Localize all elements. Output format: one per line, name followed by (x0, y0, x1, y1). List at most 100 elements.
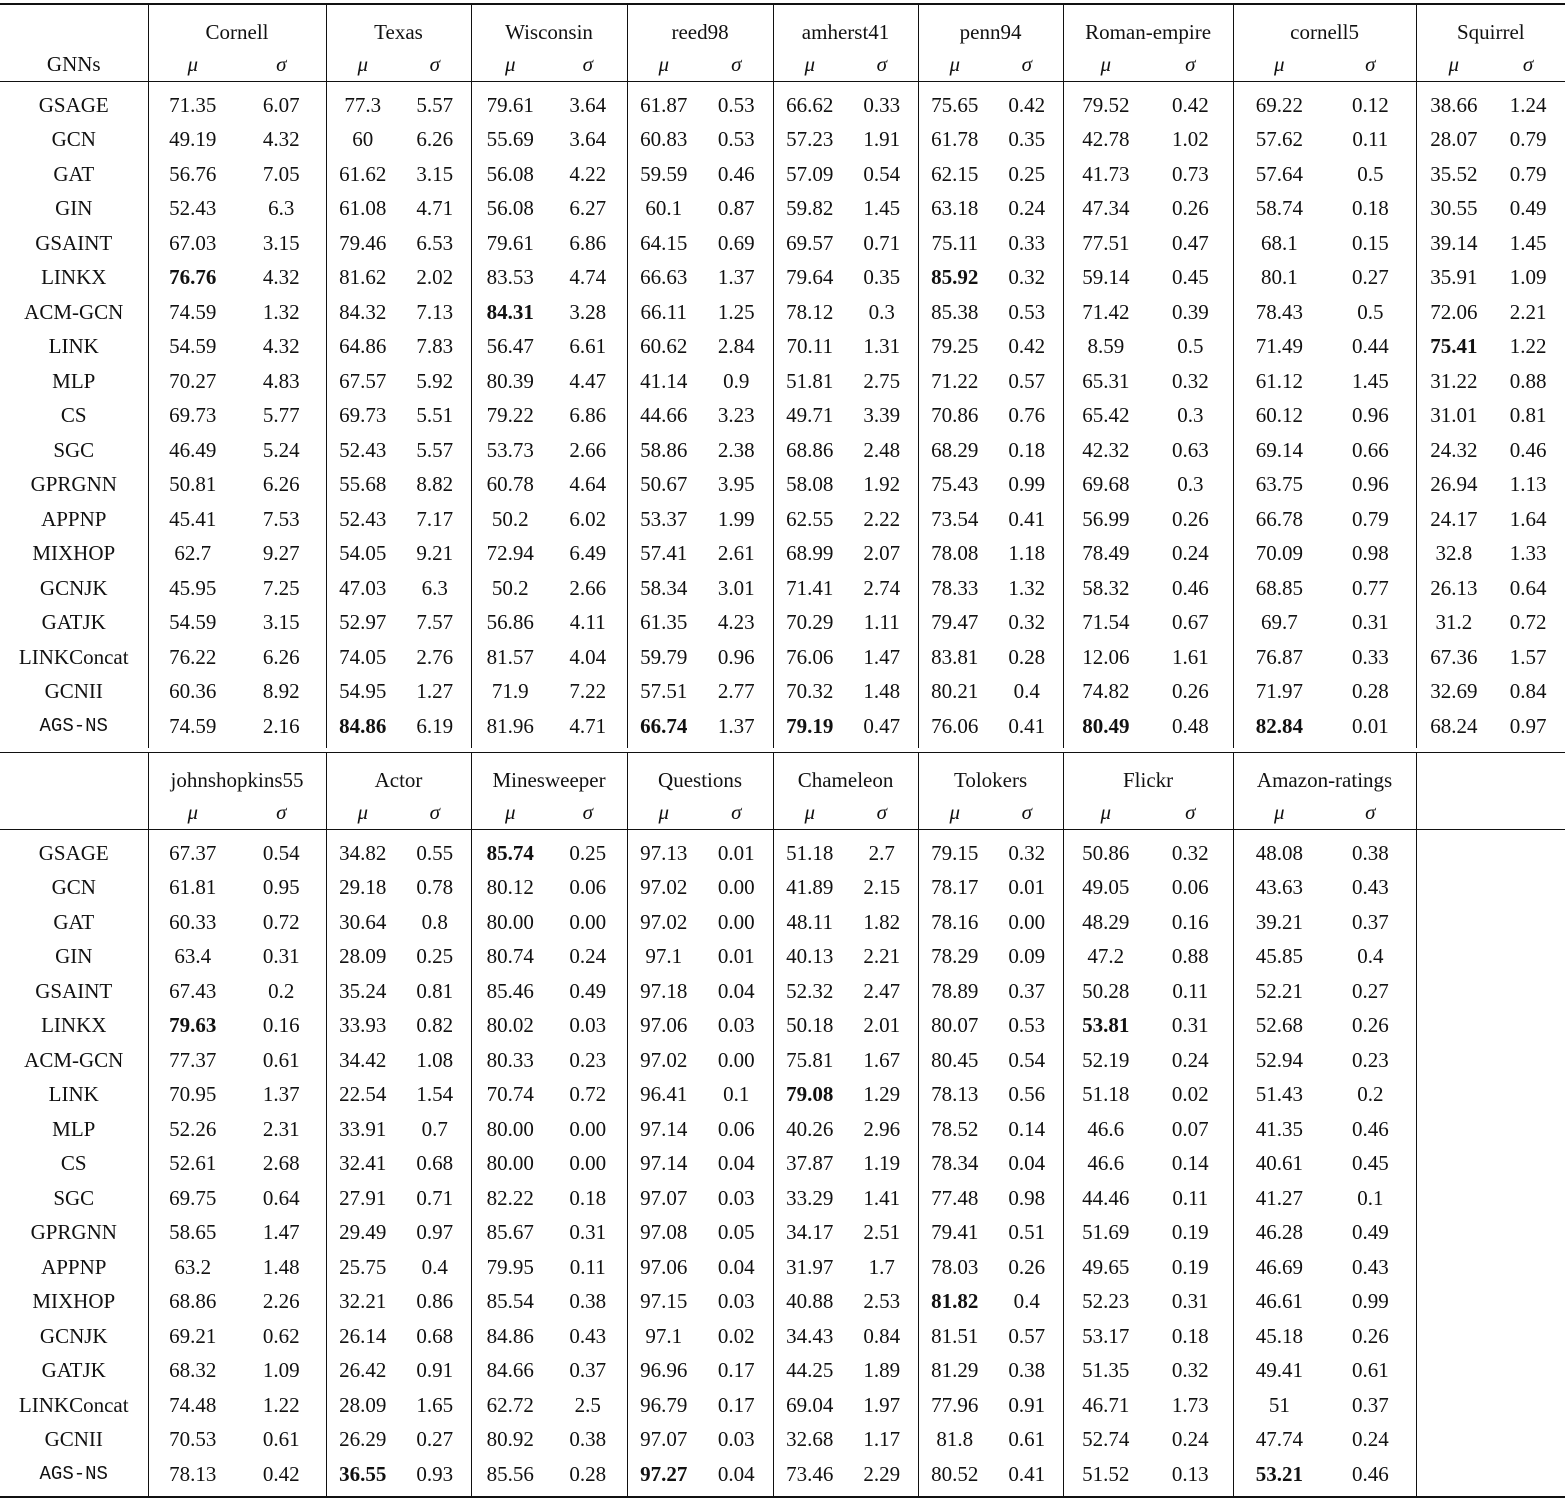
mu-value: 63.75 (1232, 467, 1326, 502)
sigma-value: 0.86 (416, 1289, 454, 1314)
mu-value: 78.34 (917, 1146, 992, 1181)
table-row: GATJK 54.59 3.15 52.97 7.57 56.86 4.11 61.35 4.2… (0, 605, 1565, 640)
sigma-value: 9.27 (262, 541, 300, 566)
mu-value: 32.41 (325, 1146, 400, 1181)
sigma-value: 0.46 (1351, 1116, 1389, 1141)
sigma-value: 2.66 (569, 437, 607, 462)
mu-header: μ (147, 47, 237, 82)
table-row: GCNJK 45.95 7.25 47.03 6.3 50.2 2.66 58.34 3.01 7… (0, 571, 1565, 606)
mu-value: 45.41 (147, 502, 237, 537)
mu-value: 80.02 (470, 1008, 550, 1043)
dataset-header: Texas (325, 4, 471, 47)
table-row: AGS-NS 74.59 2.16 84.86 6.19 81.96 4.71 66.74 1.… (0, 709, 1565, 748)
mu-value: 68.85 (1232, 571, 1326, 606)
mu-value: 79.25 (917, 329, 992, 364)
sigma-value: 9.21 (416, 541, 454, 566)
sigma-value: 5.57 (416, 437, 454, 462)
sigma-value: 0.18 (569, 1185, 607, 1210)
model-name: GSAGE (38, 92, 109, 117)
sigma-value: 2.31 (262, 1116, 300, 1141)
sigma-header: σ (1021, 799, 1032, 824)
sigma-value: 2.01 (863, 1013, 901, 1038)
sigma-value: 0.00 (569, 909, 607, 934)
mu-value: 35.91 (1415, 260, 1492, 295)
mu-value: 97.18 (626, 974, 701, 1009)
mu-value: 69.04 (772, 1388, 847, 1423)
mu-value: 81.57 (470, 640, 549, 675)
sigma-value: 0.11 (569, 1254, 606, 1279)
sigma-value: 0.28 (1351, 679, 1389, 704)
sigma-value: 0.35 (863, 265, 901, 290)
model-name: AGS-NS (39, 1463, 108, 1486)
mu-value: 40.88 (772, 1284, 847, 1319)
table-row: APPNP 45.41 7.53 52.43 7.17 50.2 6.02 53.37 1.99… (0, 502, 1565, 537)
mu-value: 61.12 (1232, 364, 1326, 399)
model-name: ACM-GCN (24, 1047, 124, 1072)
sigma-value: 0.7 (421, 1116, 448, 1141)
sigma-value: 0.42 (1008, 92, 1046, 117)
mu-value: 80.92 (470, 1422, 550, 1457)
sigma-value: 0.63 (1171, 437, 1209, 462)
sigma-value: 1.48 (262, 1254, 300, 1279)
sigma-value: 0.96 (1351, 403, 1389, 428)
sigma-value: 5.24 (262, 437, 300, 462)
mu-value: 75.43 (917, 467, 992, 502)
sigma-value: 0.4 (1013, 679, 1040, 704)
mu-header: μ (1232, 795, 1326, 830)
mu-value: 79.19 (772, 709, 847, 748)
empty-cell (1491, 1354, 1565, 1389)
sigma-value: 0.19 (1171, 1254, 1209, 1279)
sigma-value: 0.4 (1013, 1289, 1040, 1314)
dataset-header: penn94 (917, 4, 1064, 47)
sigma-value: 0.26 (1171, 679, 1209, 704)
sigma-value: 2.61 (717, 541, 755, 566)
sigma-value: 0.53 (1008, 299, 1046, 324)
sigma-value: 1.08 (416, 1047, 454, 1072)
mu-value: 46.69 (1232, 1250, 1326, 1285)
empty-cell (1415, 1457, 1492, 1497)
mu-value: 57.23 (772, 122, 847, 157)
mu-value: 66.78 (1232, 502, 1326, 537)
mu-value: 66.74 (626, 709, 701, 748)
sigma-value: 0.73 (1171, 161, 1209, 186)
sigma-value: 0.35 (1008, 127, 1046, 152)
mu-value: 57.64 (1232, 157, 1326, 192)
model-name: GSAINT (35, 978, 113, 1003)
sigma-value: 3.95 (717, 472, 755, 497)
mu-value: 34.82 (325, 836, 400, 871)
model-name: GAT (53, 161, 95, 186)
spacer (470, 829, 550, 836)
sigma-value: 0.8 (421, 909, 448, 934)
mu-value: 97.08 (626, 1215, 701, 1250)
mu-value: 69.68 (1062, 467, 1149, 502)
mu-value: 41.89 (772, 870, 847, 905)
empty-cell (1415, 939, 1492, 974)
mu-value: 65.42 (1062, 398, 1149, 433)
empty-cell (1415, 1043, 1492, 1078)
sigma-value: 0.5 (1177, 334, 1204, 359)
mu-value: 35.24 (325, 974, 400, 1009)
sigma-value: 0.99 (1008, 472, 1046, 497)
sigma-value: 1.47 (863, 644, 901, 669)
sigma-value: 0.37 (1351, 909, 1389, 934)
sigma-value: 0.97 (416, 1220, 454, 1245)
mu-value: 51.52 (1062, 1457, 1149, 1497)
mu-value: 59.14 (1062, 260, 1149, 295)
mu-value: 82.22 (470, 1181, 550, 1216)
sigma-value: 2.16 (262, 713, 300, 738)
sigma-value: 0.33 (1008, 230, 1046, 255)
mu-value: 32.69 (1415, 674, 1492, 709)
model-name: GCN (51, 875, 96, 900)
sigma-value: 0.11 (1352, 127, 1389, 152)
best-value: 80.49 (1082, 713, 1130, 738)
dataset-header: Cornell (147, 4, 326, 47)
mu-value: 97.14 (626, 1146, 701, 1181)
model-name: GATJK (41, 1358, 106, 1383)
sigma-value: 0.79 (1509, 127, 1547, 152)
best-value: 76.76 (169, 265, 217, 290)
sigma-value: 0.06 (717, 1116, 755, 1141)
mu-value: 97.1 (626, 1319, 701, 1354)
sigma-header: σ (1185, 51, 1196, 76)
mu-value: 47.2 (1062, 939, 1149, 974)
sigma-value: 0.03 (717, 1185, 755, 1210)
